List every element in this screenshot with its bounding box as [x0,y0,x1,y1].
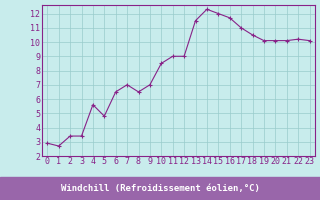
Text: Windchill (Refroidissement éolien,°C): Windchill (Refroidissement éolien,°C) [60,184,260,193]
